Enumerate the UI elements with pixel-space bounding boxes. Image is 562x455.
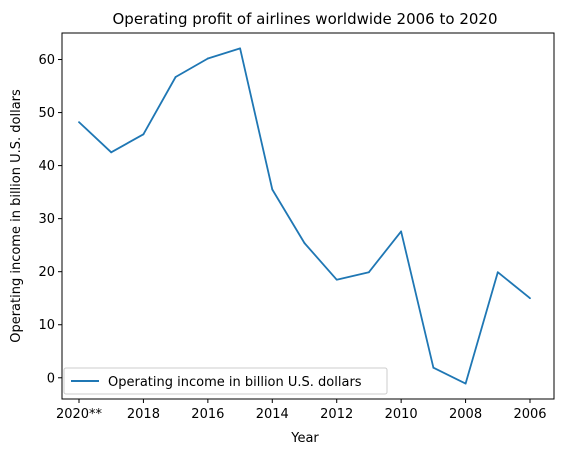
x-tick-label: 2006 xyxy=(513,407,546,422)
y-tick-label: 10 xyxy=(38,318,55,333)
x-tick-label: 2016 xyxy=(191,407,224,422)
x-tick-label: 2014 xyxy=(256,407,289,422)
x-tick-label: 2020** xyxy=(56,407,103,422)
y-tick-label: 50 xyxy=(38,106,55,121)
legend-box xyxy=(63,367,388,395)
data-point xyxy=(335,278,338,281)
data-point xyxy=(110,151,113,154)
y-axis: 0 10 20 30 40 50 60 xyxy=(38,53,62,386)
data-point xyxy=(239,47,241,50)
data-point xyxy=(368,271,370,274)
data-point xyxy=(464,382,467,385)
data-point xyxy=(271,188,274,191)
y-tick-label: 60 xyxy=(38,53,55,68)
x-tick-label: 2008 xyxy=(449,407,482,422)
data-point xyxy=(400,230,403,233)
data-point xyxy=(496,271,499,274)
data-point xyxy=(174,76,177,78)
x-axis-label: Year xyxy=(290,431,319,446)
legend-label: Operating income in billion U.S. dollars xyxy=(108,375,362,390)
series-layer xyxy=(78,47,531,385)
y-axis-label: Operating income in billion U.S. dollars xyxy=(9,89,24,343)
data-point xyxy=(78,121,80,124)
data-point xyxy=(529,297,531,300)
data-point xyxy=(206,57,209,60)
x-tick-label: 2018 xyxy=(127,407,160,422)
chart-title: Operating profit of airlines worldwide 2… xyxy=(113,10,498,28)
y-tick-label: 40 xyxy=(38,159,55,174)
x-tick-label: 2010 xyxy=(385,407,418,422)
data-point xyxy=(142,133,145,136)
y-tick-label: 30 xyxy=(38,212,55,227)
y-tick-label: 0 xyxy=(47,371,55,386)
y-tick-label: 20 xyxy=(38,265,55,280)
legend: Operating income in billion U.S. dollars xyxy=(63,367,388,395)
plot-area xyxy=(61,32,555,400)
x-tick-label: 2012 xyxy=(320,407,353,422)
data-point xyxy=(432,366,435,369)
x-axis: 2020** 2018 2016 2014 2012 2010 2008 2006 xyxy=(56,399,547,422)
data-point xyxy=(303,242,306,244)
